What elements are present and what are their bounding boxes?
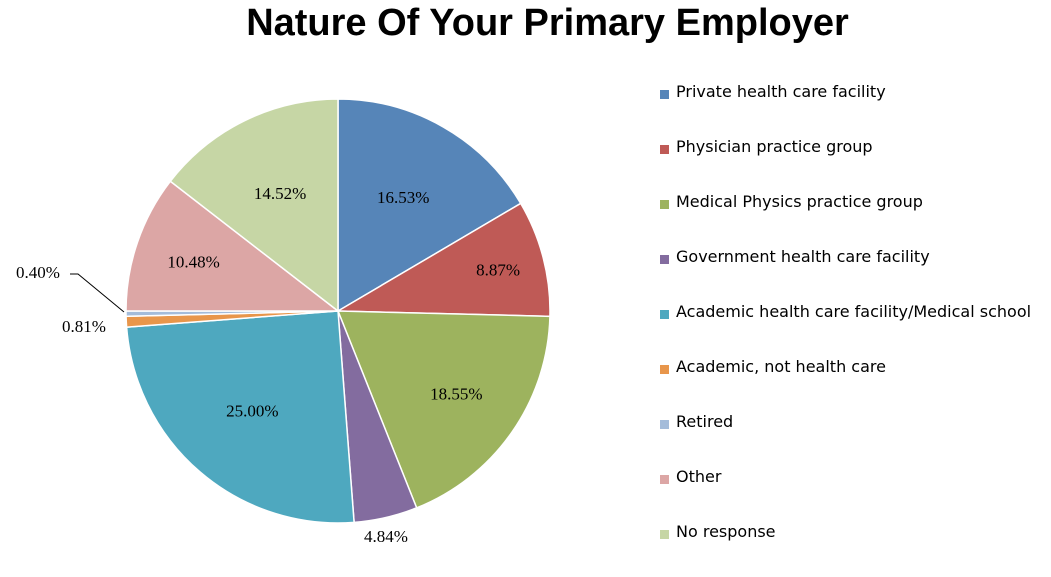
legend-label: Private health care facility xyxy=(676,82,886,101)
legend-item-private-health-care-facility: Private health care facility xyxy=(660,82,1050,137)
pie-slice-medical-physics-practice-group xyxy=(336,310,551,509)
legend-label: No response xyxy=(676,522,776,541)
pie-slice-no-response xyxy=(169,98,339,313)
legend-swatch xyxy=(660,90,669,99)
legend-item-no-response: No response xyxy=(660,522,1050,577)
legend-swatch xyxy=(660,475,669,484)
pie-slice-physician-practice-group xyxy=(335,202,551,318)
legend-item-retired: Retired xyxy=(660,412,1050,467)
legend-swatch xyxy=(660,310,669,319)
legend-label: Medical Physics practice group xyxy=(676,192,923,211)
legend-label: Government health care facility xyxy=(676,247,930,266)
slice-label-academic-not-health-care: 0.81% xyxy=(62,317,106,336)
legend-swatch xyxy=(660,365,669,374)
slice-label-retired: 0.40% xyxy=(16,263,60,282)
slice-label-no-response: 14.52% xyxy=(254,184,306,203)
pie-slice-private-health-care-facility xyxy=(337,98,522,313)
legend-swatch xyxy=(660,255,669,264)
legend-swatch xyxy=(660,200,669,209)
leader-line-retired xyxy=(70,273,125,313)
legend-label: Other xyxy=(676,467,722,486)
slice-label-other: 10.48% xyxy=(167,253,219,272)
legend-item-medical-physics-practice-group: Medical Physics practice group xyxy=(660,192,1050,247)
legend-item-government-health-care-facility: Government health care facility xyxy=(660,247,1050,302)
legend-label: Physician practice group xyxy=(676,137,873,156)
legend-item-academic-not-health-care: Academic, not health care xyxy=(660,357,1050,412)
legend-swatch xyxy=(660,420,669,429)
chart-title: Nature Of Your Primary Employer xyxy=(246,2,849,44)
legend-item-physician-practice-group: Physician practice group xyxy=(660,137,1050,192)
legend-item-other: Other xyxy=(660,467,1050,522)
legend-label: Academic health care facility/Medical sc… xyxy=(676,302,1032,321)
pie-slice-other xyxy=(125,180,341,312)
legend-item-academic-health-care-facility-medical-school: Academic health care facility/Medical sc… xyxy=(660,302,1050,357)
slice-label-medical-physics-practice-group: 18.55% xyxy=(430,384,482,403)
slice-label-government-health-care-facility: 4.84% xyxy=(364,527,408,546)
slice-label-physician-practice-group: 8.87% xyxy=(476,261,520,280)
legend-label: Retired xyxy=(676,412,734,431)
slice-label-private-health-care-facility: 16.53% xyxy=(377,188,429,207)
pie-chart: 16.53% 8.87% 18.55% 4.84% 25.00% 0.81% 0.40% 10… xyxy=(16,98,551,546)
legend-label: Academic, not health care xyxy=(676,357,886,376)
legend-swatch xyxy=(660,145,669,154)
pie-slice-academic-health-care-facility-medical-school xyxy=(125,310,355,524)
legend: Private health care facility Physician pr… xyxy=(660,82,1050,577)
slice-label-academic-health-care-facility-medical-school: 25.00% xyxy=(226,402,278,421)
legend-swatch xyxy=(660,530,669,539)
